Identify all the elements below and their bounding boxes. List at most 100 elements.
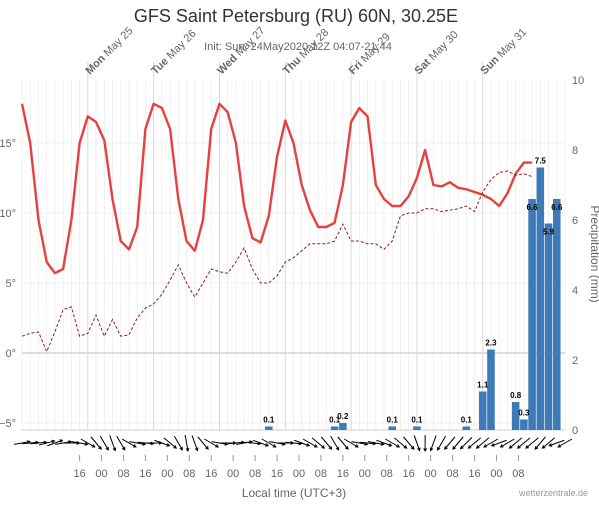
x-tick-label: 08 [315, 468, 327, 480]
wind-arrow-shaft [121, 438, 137, 448]
wind-arrow [467, 437, 481, 449]
wind-arrow-shaft [534, 436, 546, 450]
wind-arrow [320, 436, 333, 450]
x-tick-label: 00 [95, 468, 107, 480]
wind-arrow [154, 439, 171, 447]
precip-data-label: 0.8 [510, 391, 522, 400]
x-tick-label: 08 [117, 468, 129, 480]
wind-arrow-shaft [413, 435, 421, 451]
wind-arrow [191, 435, 199, 452]
wind-arrow [557, 438, 573, 448]
wind-arrow [541, 437, 555, 449]
wind-arrow [197, 436, 209, 450]
wind-arrow-shaft [549, 439, 565, 447]
x-tick-label: 16 [271, 468, 283, 480]
wind-arrow [385, 438, 401, 448]
wind-arrow [423, 435, 428, 453]
wind-arrow-shaft [184, 435, 189, 451]
wind-arrow [437, 435, 447, 451]
precip-data-label: 0.1 [387, 416, 399, 425]
wind-arrow-shaft [261, 438, 276, 448]
wind-arrow-head [380, 442, 385, 446]
wind-arrow-shaft [437, 435, 447, 451]
line-series [20, 102, 533, 353]
wind-arrow-head [467, 445, 472, 449]
wind-arrow [252, 439, 270, 447]
wind-arrow [47, 439, 64, 447]
wind-arrow-shaft [302, 438, 318, 448]
wind-arrow-shaft [468, 437, 481, 449]
x-tick-label: 16 [205, 468, 217, 480]
wind-arrow-head [410, 446, 415, 450]
wind-arrow [204, 438, 220, 448]
wind-arrow-shaft [14, 441, 30, 445]
precip-data-label: 1.1 [477, 381, 489, 390]
y-tick-label-right: 4 [572, 285, 578, 297]
precip-data-label: 0.2 [337, 412, 349, 421]
wind-arrow-head [475, 445, 480, 449]
wind-arrow-head [345, 446, 349, 450]
wind-arrow-shaft [351, 441, 368, 445]
wind-arrow [302, 438, 318, 448]
x-tick-label: 00 [424, 468, 436, 480]
wind-arrow-head [417, 447, 421, 452]
precip-data-label: 0.1 [461, 416, 473, 425]
wind-arrow-shaft [294, 439, 310, 447]
x-tick-label: 08 [249, 468, 261, 480]
x-tick-label: 00 [490, 468, 502, 480]
wind-arrow-shaft [320, 436, 332, 450]
wind-arrow [294, 439, 311, 447]
wind-arrow [475, 437, 490, 449]
wind-arrow-shaft [197, 436, 209, 450]
wind-arrow-shaft [330, 435, 340, 451]
day-label-date: May 26 [163, 28, 199, 64]
wind-arrow [367, 441, 385, 446]
wind-arrow-shaft [269, 441, 286, 445]
y-tick-label-right: 8 [572, 145, 578, 157]
wind-arrow-shaft [542, 437, 555, 449]
wind-arrow-head [508, 445, 513, 449]
wind-arrow [490, 439, 507, 447]
wind-arrow-shaft [557, 438, 573, 448]
wind-arrow-shaft [403, 436, 415, 450]
wind-arrow-shaft [129, 441, 146, 445]
wind-arrow [343, 438, 359, 448]
wind-arrow-head [306, 443, 311, 447]
wind-arrow-head [215, 444, 220, 448]
wind-arrow-shaft [311, 437, 325, 449]
x-tick-label: 00 [359, 468, 371, 480]
wind-arrow-head [354, 444, 359, 448]
wind-arrow-head [205, 446, 209, 450]
precip-bar [511, 402, 520, 430]
wind-arrow-head [179, 446, 183, 451]
precip-data-label: 6.6 [551, 203, 563, 212]
precip-bar [388, 426, 397, 430]
wind-arrow-shaft [163, 437, 177, 449]
grid [21, 62, 566, 431]
precip-bar [552, 199, 561, 430]
wind-arrow-shaft [191, 435, 198, 451]
temperature-line [20, 102, 533, 275]
x-tick-label: 08 [446, 468, 458, 480]
wind-arrow-head [534, 446, 539, 450]
wind-arrow-head [194, 447, 199, 452]
day-label: Tue May 26 [149, 28, 198, 77]
wind-arrow-head [84, 442, 89, 446]
wind-arrow [109, 435, 117, 452]
x-tick-label: 16 [403, 468, 415, 480]
wind-arrow-head [525, 445, 529, 449]
wind-arrow [38, 439, 56, 446]
wind-arrow-shaft [90, 436, 102, 450]
precip-bar [339, 423, 347, 430]
dewpoint-line [21, 170, 533, 353]
day-label-date: May 25 [99, 25, 135, 61]
wind-arrow-shaft [47, 439, 63, 447]
wind-arrow-head [121, 446, 126, 451]
wind-arrow [376, 439, 393, 447]
wind-arrow [330, 435, 340, 451]
wind-arrow-head [98, 446, 102, 450]
wind-arrow [80, 438, 96, 448]
precip-bar [528, 199, 536, 430]
wind-arrow [261, 438, 277, 448]
wind-arrow-shaft [71, 441, 88, 445]
